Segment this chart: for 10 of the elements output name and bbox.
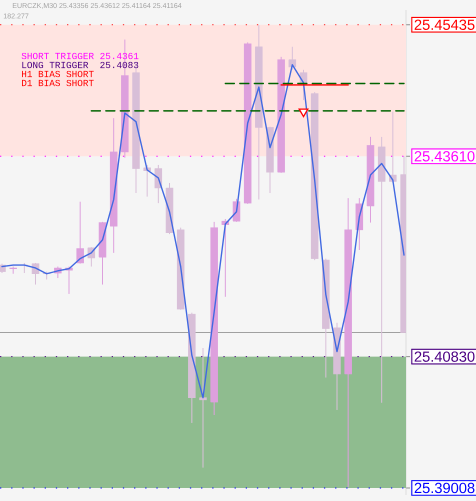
y-tick-label: 25.40830: [414, 351, 475, 362]
candlestick: [76, 201, 84, 264]
y-tick-label: 25.43610: [414, 151, 475, 162]
annotation: D1 BIAS SHORT: [22, 80, 94, 86]
candlestick: [199, 347, 207, 468]
y-tick-label: 25.45435: [414, 20, 474, 30]
y-tick-label: 25.39008: [414, 482, 474, 494]
annotation: SHORT TRIGGER 25.4361: [22, 52, 138, 60]
annotation: LONG TRIGGER 25.4083: [22, 62, 138, 68]
annotation: H1 BIAS SHORT: [22, 70, 94, 78]
